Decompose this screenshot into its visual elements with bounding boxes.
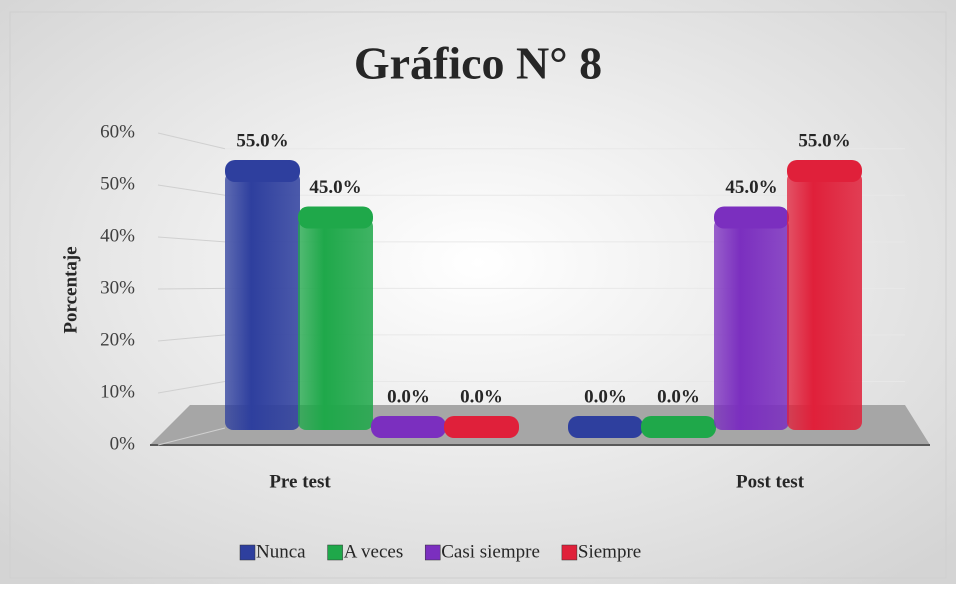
bar [225,172,300,430]
bar-top [568,416,643,438]
grid-line [157,236,226,243]
bar-top [444,416,519,438]
y-tick-label: 60% [100,121,135,142]
chart-title: Gráfico N° 8 [354,38,602,89]
legend: Nunca A veces Casi siempre Siempre [239,541,641,562]
legend-label: A veces [344,541,404,562]
frame [9,11,947,579]
data-label: 0.0% [460,386,503,407]
bar-top [298,206,373,229]
data-label: 55.0% [798,130,850,151]
bar-top [714,206,789,229]
data-label: 0.0% [387,386,430,407]
bar-top [225,160,300,182]
grid-line [157,380,226,394]
bar [787,172,862,430]
x-tick-label: Pre test [269,471,331,492]
bar-top [641,416,716,438]
legend-label: Casi siempre [441,541,540,562]
x-tick-label: Post test [736,471,805,492]
data-label: 0.0% [657,386,700,407]
bar [714,218,789,430]
legend-label: Siempre [578,541,641,562]
y-tick-label: 20% [100,329,135,350]
y-tick-label: 30% [100,277,135,298]
grid-line [157,184,226,196]
grid-line [157,132,226,150]
y-tick-label: 10% [100,381,135,402]
grid-line [157,334,226,342]
legend-label: Nunca [256,541,306,562]
y-tick-label: 50% [100,173,135,194]
y-axis-label: Porcentaje [60,246,81,333]
legend-swatch [561,544,578,561]
grid-line [157,287,226,290]
data-label: 55.0% [236,130,288,151]
data-label: 0.0% [584,386,627,407]
data-label: 45.0% [309,177,361,198]
bar [298,218,373,430]
data-label: 45.0% [725,177,777,198]
y-tick-label: 40% [100,225,135,246]
y-tick-label: 0% [110,433,136,454]
legend-swatch [239,544,256,561]
grid-line [157,427,226,446]
legend-swatch [327,544,343,561]
legend-swatch [424,544,441,561]
bar-top [787,160,862,182]
bar-top [371,416,446,438]
